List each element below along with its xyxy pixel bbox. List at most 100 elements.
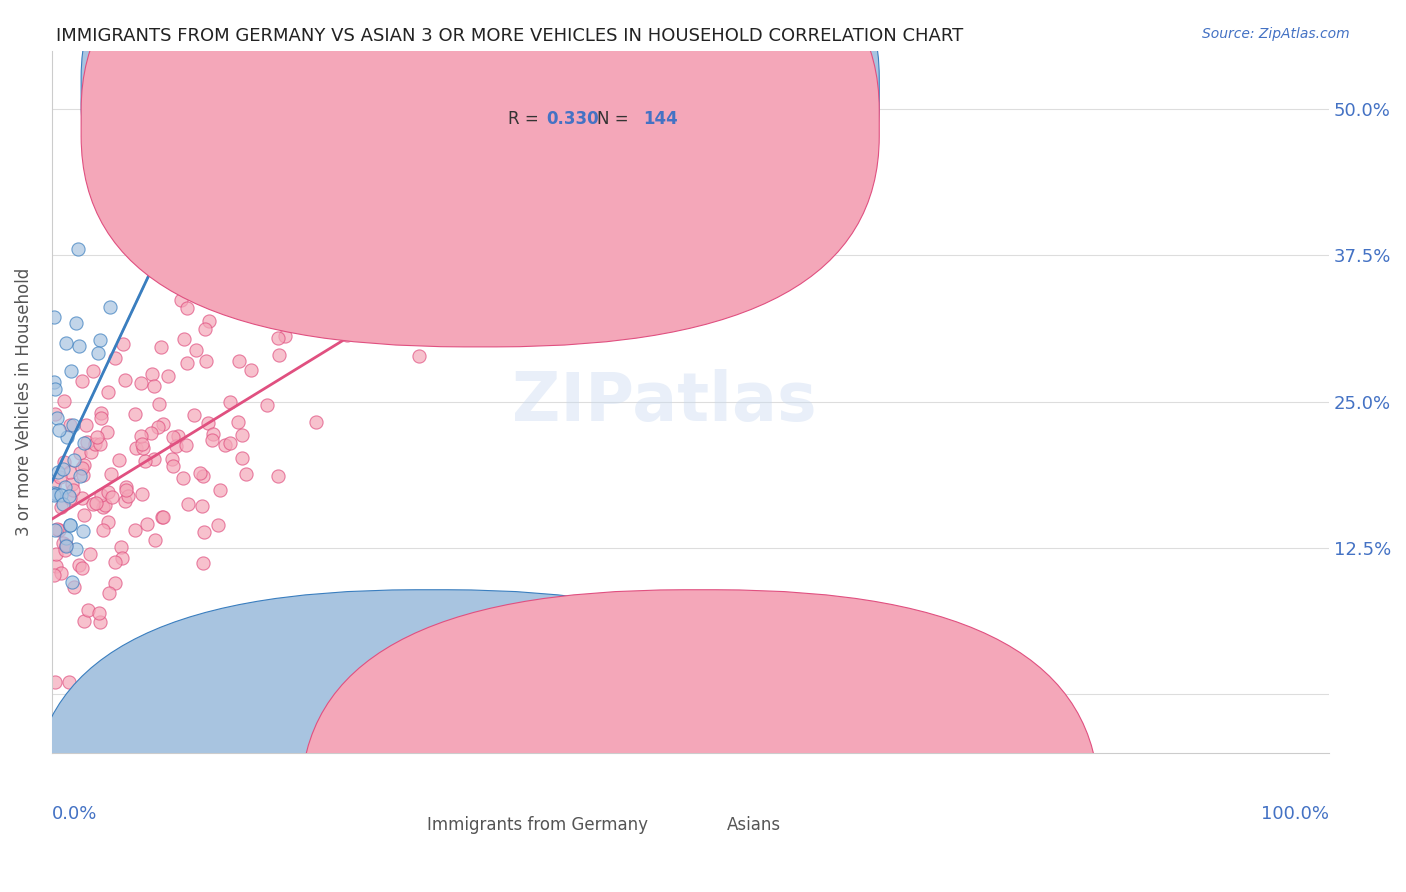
Asians (52, 536, 75, 550)
Asians (142, 451, 165, 466)
Text: ZIPatlas: ZIPatlas (512, 368, 817, 434)
Asians (146, 419, 169, 434)
Immigrants from Germany (59, 518, 82, 533)
Asians (44, 479, 66, 493)
Asians (193, 525, 215, 540)
Asians (219, 395, 242, 409)
Asians (150, 340, 173, 354)
Asians (107, 453, 129, 467)
Asians (129, 376, 152, 390)
Asians (114, 373, 136, 387)
Asians (91, 500, 114, 515)
Asians (292, 316, 315, 330)
Asians (97, 586, 120, 600)
Immigrants from Germany (65, 542, 87, 557)
Asians (174, 438, 197, 452)
Asians (346, 307, 368, 321)
Immigrants from Germany (44, 310, 66, 324)
Immigrants from Germany (59, 363, 82, 377)
Text: 144: 144 (643, 111, 678, 128)
Immigrants from Germany (53, 481, 76, 495)
Asians (239, 363, 262, 377)
Asians (162, 430, 184, 444)
Asians (73, 615, 96, 629)
Asians (139, 426, 162, 441)
Asians (191, 557, 214, 571)
Asians (75, 417, 97, 432)
Asians (90, 488, 112, 502)
Asians (44, 408, 66, 422)
Asians (235, 467, 257, 482)
Asians (45, 559, 67, 574)
Asians (84, 436, 107, 450)
Immigrants from Germany (58, 488, 80, 502)
Immigrants from Germany (45, 411, 67, 425)
Text: 0.330: 0.330 (546, 111, 599, 128)
Asians (294, 260, 316, 275)
Asians (59, 466, 82, 480)
Asians (80, 445, 103, 459)
Immigrants from Germany (67, 339, 90, 353)
Asians (86, 429, 108, 443)
Asians (228, 353, 250, 368)
Asians (197, 416, 219, 430)
Asians (45, 522, 67, 536)
Text: 0.0%: 0.0% (52, 805, 97, 823)
Asians (131, 486, 153, 500)
Text: 100.0%: 100.0% (1261, 805, 1329, 823)
Asians (152, 509, 174, 524)
Asians (70, 561, 93, 575)
Text: 35: 35 (643, 78, 666, 96)
Immigrants from Germany (44, 524, 66, 538)
Asians (53, 542, 76, 557)
Asians (72, 467, 94, 482)
FancyBboxPatch shape (82, 0, 879, 315)
FancyBboxPatch shape (32, 590, 831, 892)
Asians (104, 351, 127, 366)
Asians (141, 368, 163, 382)
Asians (115, 480, 138, 494)
Asians (183, 409, 205, 423)
Asians (124, 523, 146, 537)
Text: IMMIGRANTS FROM GERMANY VS ASIAN 3 OR MORE VEHICLES IN HOUSEHOLD CORRELATION CHA: IMMIGRANTS FROM GERMANY VS ASIAN 3 OR MO… (56, 27, 963, 45)
Immigrants from Germany (69, 468, 91, 483)
Asians (172, 471, 194, 485)
Asians (408, 349, 430, 363)
Asians (208, 483, 231, 498)
Asians (125, 441, 148, 455)
Asians (176, 356, 198, 370)
Immigrants from Germany (60, 575, 83, 590)
Immigrants from Germany (44, 375, 66, 389)
Asians (207, 517, 229, 532)
Asians (89, 436, 111, 450)
Asians (76, 435, 98, 450)
Text: Source: ZipAtlas.com: Source: ZipAtlas.com (1202, 27, 1350, 41)
Asians (117, 489, 139, 503)
Asians (111, 337, 134, 351)
Asians (49, 470, 72, 484)
Immigrants from Germany (72, 524, 94, 539)
Asians (173, 332, 195, 346)
Asians (134, 454, 156, 468)
Asians (337, 194, 360, 209)
Asians (45, 548, 67, 562)
Asians (97, 385, 120, 400)
Asians (166, 428, 188, 442)
Asians (49, 500, 72, 514)
Asians (188, 466, 211, 480)
Asians (100, 467, 122, 481)
Asians (165, 439, 187, 453)
Asians (110, 541, 132, 555)
Asians (129, 429, 152, 443)
Asians (89, 615, 111, 629)
Asians (201, 426, 224, 441)
Asians (59, 491, 82, 506)
Text: N =: N = (598, 111, 628, 128)
Asians (89, 606, 111, 620)
Immigrants from Germany (48, 465, 70, 479)
Asians (77, 603, 100, 617)
Asians (336, 328, 359, 343)
Asians (70, 460, 93, 475)
Asians (73, 508, 96, 522)
Asians (267, 348, 290, 362)
